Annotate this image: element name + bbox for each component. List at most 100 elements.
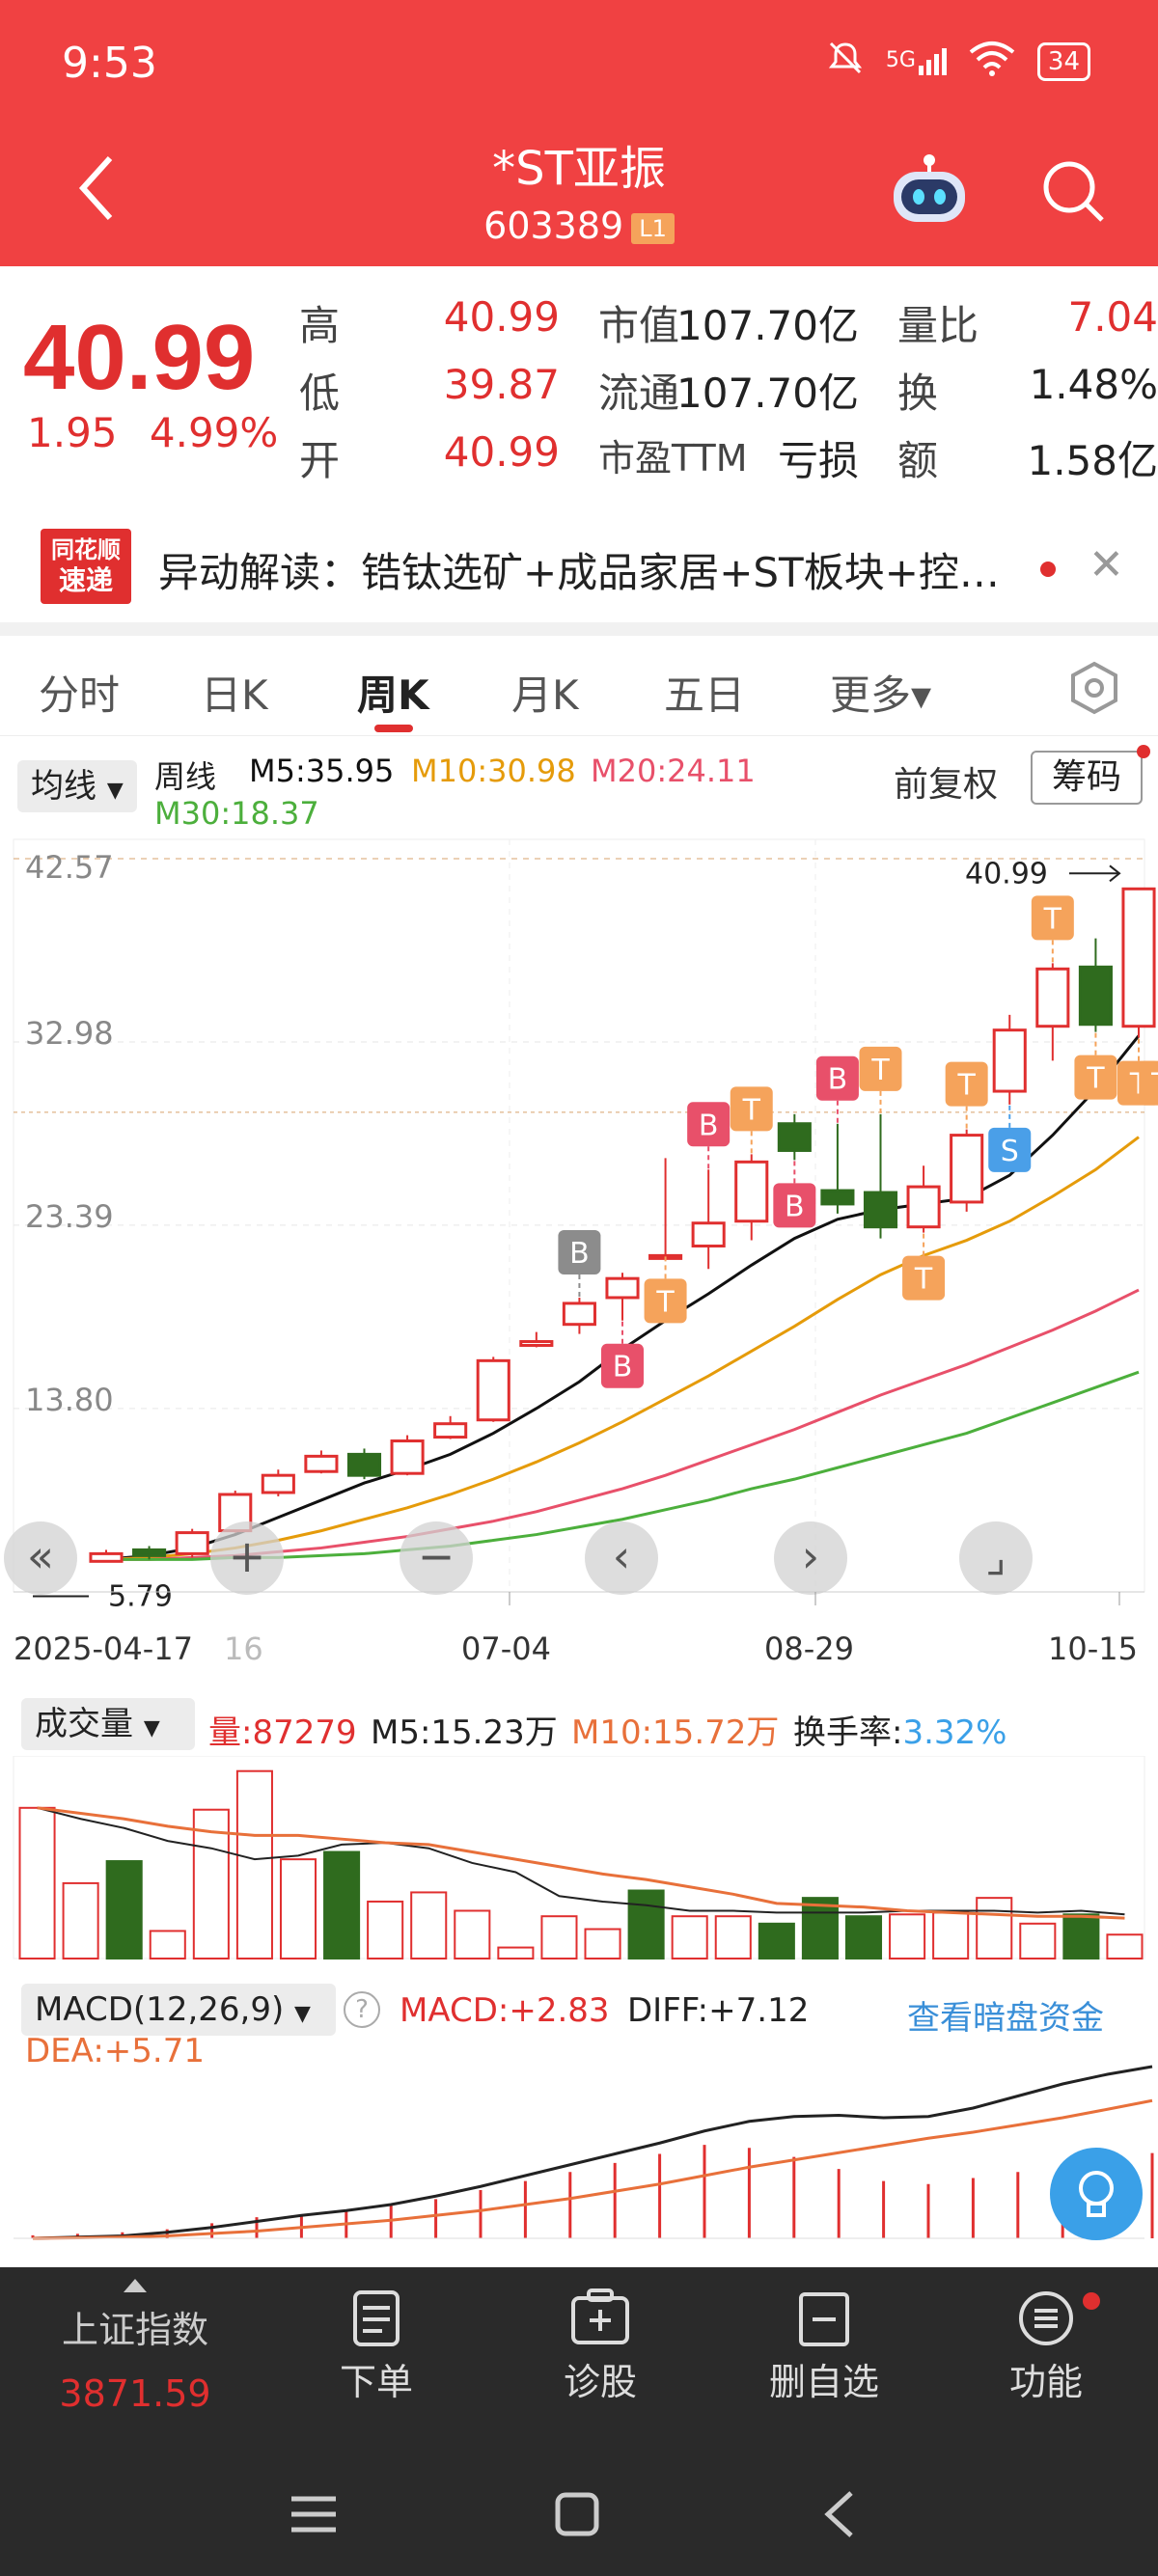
chevron-down-icon: ▼ xyxy=(294,2002,311,2026)
place-order-button[interactable]: 下单 xyxy=(270,2267,482,2405)
candle-body xyxy=(175,1531,209,1555)
lightbulb-icon[interactable] xyxy=(1050,2148,1143,2240)
chevron-up-icon xyxy=(124,2279,147,2292)
chevron-down-icon: ▼ xyxy=(106,779,124,803)
diagnose-button[interactable]: 诊股 xyxy=(494,2267,706,2405)
notification-dot xyxy=(1137,745,1150,758)
system-nav-bar xyxy=(0,2460,1158,2576)
bottom-toolbar: 上证指数 3871.59 下单 诊股 删自选 功能 xyxy=(0,2267,1158,2460)
signal-marker xyxy=(902,1255,946,1301)
volume-bar xyxy=(976,1897,1013,1959)
search-icon[interactable] xyxy=(1038,156,1106,224)
diagnose-icon xyxy=(571,2288,629,2344)
forward-adjust-button[interactable]: 前复权 xyxy=(894,765,999,805)
m10-label: M10:30.98 xyxy=(411,753,576,789)
ths-express-logo: 同花顺 速递 xyxy=(41,529,131,604)
volume-ma10-line xyxy=(37,1806,1125,1920)
last-price: 40.99 xyxy=(23,306,256,409)
candle-body xyxy=(562,1302,596,1327)
stock-code: 603389 xyxy=(483,205,624,247)
remove-watchlist-button[interactable]: 删自选 xyxy=(718,2267,930,2405)
logo-line2: 速递 xyxy=(58,564,113,596)
volume-ratio-label: 量比 xyxy=(897,302,979,349)
double-chevron-left-icon[interactable] xyxy=(4,1521,77,1595)
date-start: 2025-04-17 xyxy=(14,1631,193,1667)
candle-body xyxy=(1035,967,1070,1028)
date-partial: 16 xyxy=(224,1631,263,1667)
volume-bar xyxy=(671,1915,708,1959)
low-value: 39.87 xyxy=(443,361,560,408)
tab-more[interactable]: 更多▾ xyxy=(830,671,932,719)
volume-bar xyxy=(844,1915,883,1959)
volume-bar xyxy=(497,1946,535,1959)
quote-panel: 40.99 1.95 4.99% 高 40.99 市值 107.70亿 量比 7… xyxy=(0,266,1158,488)
candle-body xyxy=(1078,965,1113,1027)
low-label: 低 xyxy=(299,370,341,417)
volume-bar xyxy=(18,1806,56,1959)
signal-marker xyxy=(815,1055,859,1101)
index-value: 3871.59 xyxy=(59,2372,211,2415)
volume-amount: 量:87279 xyxy=(208,1713,357,1752)
tab-monthly-k[interactable]: 月K xyxy=(511,671,579,719)
volume-selector-label: 成交量 xyxy=(35,1705,133,1743)
candle-body xyxy=(476,1358,510,1422)
back-nav-icon[interactable] xyxy=(822,2489,855,2543)
tab-five-day[interactable]: 五日 xyxy=(664,671,746,719)
candle-body xyxy=(261,1473,295,1494)
status-time: 9:53 xyxy=(62,39,157,88)
signal-marker xyxy=(773,1183,816,1228)
change-value: 1.95 xyxy=(27,409,118,456)
high-value: 40.99 xyxy=(443,293,560,341)
home-icon[interactable] xyxy=(554,2491,600,2541)
candle-body xyxy=(1121,887,1156,1028)
tab-weekly-k[interactable]: 周K xyxy=(357,671,429,719)
weekly-kline-chart[interactable]: BBTBTBBTTTSTTTT40.995.79«+−‹›⌟ xyxy=(0,830,1158,1621)
functions-label: 功能 xyxy=(1008,2361,1083,2403)
volume-selector[interactable]: 成交量 ▼ xyxy=(21,1698,195,1750)
tab-intraday[interactable]: 分时 xyxy=(39,671,121,719)
close-icon[interactable]: ✕ xyxy=(1089,540,1124,589)
menu-icon[interactable] xyxy=(290,2493,338,2539)
tab-daily-k[interactable]: 日K xyxy=(201,671,268,719)
help-icon[interactable]: ? xyxy=(344,1991,380,2028)
signal-label: T xyxy=(742,1093,761,1127)
volume-bar xyxy=(410,1891,448,1959)
chevron-right-icon[interactable] xyxy=(774,1521,847,1595)
price-change: 1.95 4.99% xyxy=(27,409,278,456)
ticker-text[interactable]: 异动解读：锆钛选矿+成品家居+ST板块+控… xyxy=(158,549,1000,596)
settings-hexagon-icon[interactable] xyxy=(1067,661,1121,719)
zoom-out-icon[interactable] xyxy=(400,1521,473,1595)
signal-label: B xyxy=(828,1063,848,1097)
y-tick-2: 32.98 xyxy=(25,1015,114,1052)
volume-chart[interactable] xyxy=(0,1756,1158,1978)
document-icon xyxy=(353,2290,400,2346)
news-ticker[interactable]: 同花顺 速递 异动解读：锆钛选矿+成品家居+ST板块+控… xyxy=(0,507,1158,621)
functions-button[interactable]: 功能 xyxy=(940,2267,1152,2405)
candle-body xyxy=(89,1551,124,1563)
macd-selector[interactable]: MACD(12,26,9) ▼ xyxy=(21,1984,336,2036)
ma-selector[interactable]: 均线 ▼ xyxy=(17,760,137,812)
chips-button[interactable]: 筹码 xyxy=(1031,751,1143,805)
date-mid-1: 07-04 xyxy=(461,1631,551,1667)
unread-dot xyxy=(1040,562,1056,577)
signal-icon: 5G xyxy=(886,48,947,75)
back-button[interactable] xyxy=(77,154,116,222)
zoom-in-icon[interactable] xyxy=(210,1521,284,1595)
signal-marker xyxy=(558,1229,601,1274)
index-panel[interactable]: 上证指数 3871.59 xyxy=(29,2267,241,2415)
mute-icon xyxy=(826,39,865,85)
change-percent: 4.99% xyxy=(149,409,279,456)
pe-value: 亏损 xyxy=(777,437,859,484)
chevron-left-icon[interactable] xyxy=(585,1521,658,1595)
signal-label: B xyxy=(569,1237,590,1271)
candle-body xyxy=(992,1028,1027,1093)
minus-square-icon xyxy=(799,2292,849,2346)
macd-chart[interactable] xyxy=(0,2045,1158,2248)
signal-marker xyxy=(1074,1055,1117,1100)
robot-assistant-icon[interactable] xyxy=(888,152,971,226)
dark-pool-link[interactable]: 查看暗盘资金 xyxy=(907,1999,1104,2038)
fullscreen-icon[interactable] xyxy=(959,1521,1033,1595)
volume-bar xyxy=(279,1858,317,1959)
m5-label: M5:35.95 xyxy=(249,753,395,789)
chart-frame xyxy=(13,838,1145,1593)
